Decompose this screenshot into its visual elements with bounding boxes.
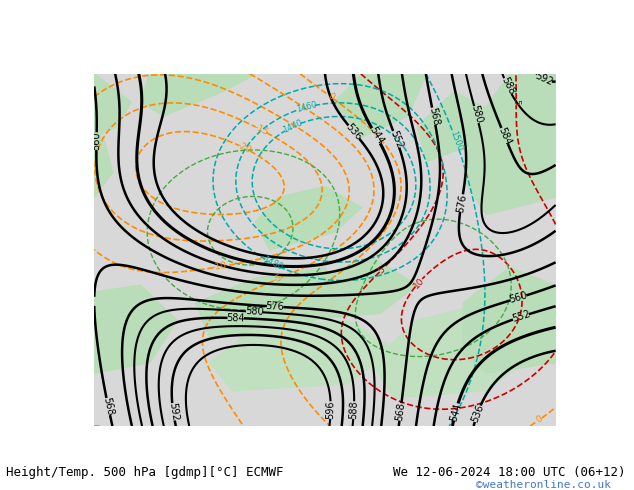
Text: 568: 568 (394, 402, 406, 422)
Text: 536: 536 (344, 122, 364, 142)
Text: 588: 588 (349, 400, 359, 419)
Text: -5: -5 (271, 273, 283, 285)
Text: 1500: 1500 (448, 130, 464, 152)
Text: We 12-06-2024 18:00 UTC (06+12): We 12-06-2024 18:00 UTC (06+12) (393, 464, 626, 477)
Text: We 12-06-2024 18:00 UTC (06+12): We 12-06-2024 18:00 UTC (06+12) (393, 466, 626, 479)
Polygon shape (463, 74, 555, 215)
Text: -10: -10 (212, 261, 228, 272)
Text: 592: 592 (533, 71, 555, 88)
Text: 592: 592 (167, 402, 179, 422)
Text: 576: 576 (455, 193, 468, 213)
Text: 560: 560 (508, 291, 529, 305)
Text: 0: 0 (534, 415, 544, 425)
Text: 544: 544 (448, 402, 463, 422)
Text: 1460: 1460 (295, 100, 318, 114)
Polygon shape (334, 74, 427, 137)
Polygon shape (371, 303, 533, 398)
Text: 596: 596 (325, 401, 336, 419)
Text: 584: 584 (226, 313, 245, 323)
Polygon shape (417, 92, 500, 162)
Text: ©weatheronline.co.uk: ©weatheronline.co.uk (476, 480, 611, 490)
Polygon shape (210, 320, 394, 391)
Text: 5: 5 (512, 99, 521, 105)
Text: 10: 10 (411, 275, 426, 290)
Polygon shape (94, 74, 131, 137)
Text: -20: -20 (236, 141, 253, 155)
Text: 580: 580 (469, 104, 484, 125)
Polygon shape (94, 285, 178, 373)
Text: 552: 552 (388, 129, 404, 150)
Text: 544: 544 (367, 125, 385, 146)
Text: 0: 0 (326, 92, 335, 102)
Text: ©weatheronline.co.uk: ©weatheronline.co.uk (476, 480, 611, 490)
Text: 1440: 1440 (281, 119, 304, 135)
Text: 536: 536 (469, 403, 486, 424)
Text: 588: 588 (499, 75, 516, 97)
Text: 5: 5 (377, 265, 387, 275)
Polygon shape (196, 268, 348, 338)
Text: 552: 552 (510, 309, 531, 324)
Polygon shape (94, 137, 113, 197)
Text: Height/Temp. 500 hPa [gdmp][°C] ECMWF: Height/Temp. 500 hPa [gdmp][°C] ECMWF (6, 466, 284, 479)
Text: 584: 584 (496, 125, 513, 147)
Text: 1480: 1480 (261, 255, 284, 272)
Text: Height/Temp. 500 hPa [gdmp][°C] ECMWF: Height/Temp. 500 hPa [gdmp][°C] ECMWF (6, 464, 284, 477)
Polygon shape (463, 268, 555, 373)
Text: 568: 568 (427, 106, 441, 126)
Polygon shape (302, 257, 417, 320)
Text: 576: 576 (266, 301, 285, 312)
Text: 580: 580 (245, 306, 264, 318)
Text: 560: 560 (91, 132, 101, 150)
Text: 568: 568 (101, 396, 115, 416)
Polygon shape (256, 187, 362, 250)
Text: -15: -15 (252, 122, 270, 137)
Polygon shape (140, 74, 256, 116)
